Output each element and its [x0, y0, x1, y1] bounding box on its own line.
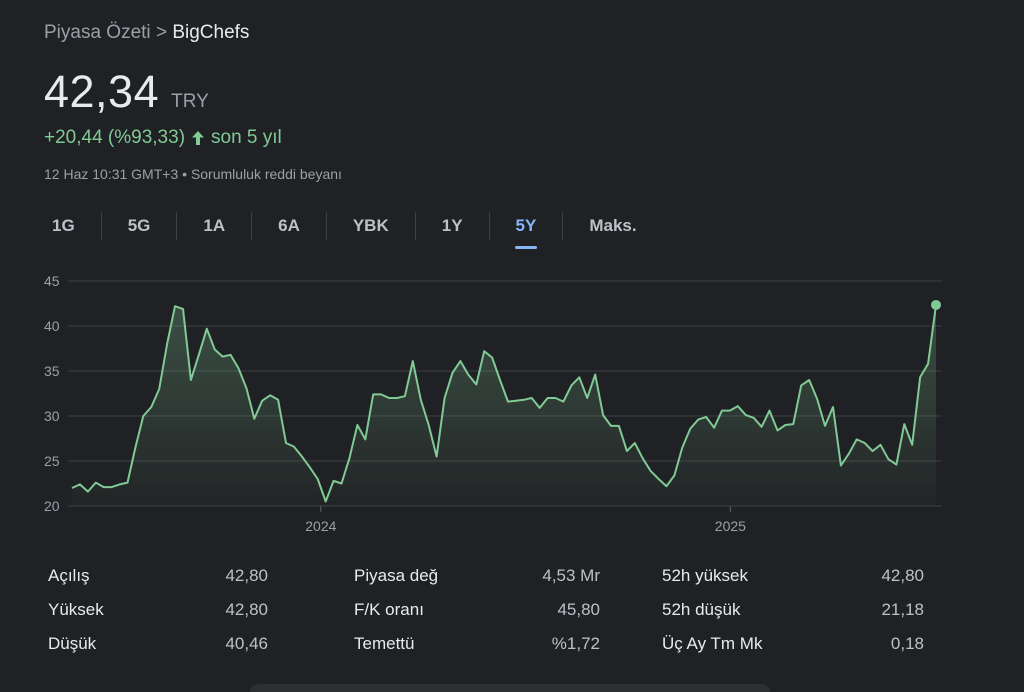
tab-divider: [562, 212, 564, 240]
y-tick-label: 30: [44, 408, 60, 424]
tab-1y[interactable]: 1Y: [441, 216, 463, 235]
price-area-fill: [72, 304, 936, 506]
stat-52w-low: 52h düşük 21,18: [662, 600, 924, 620]
tab-divider: [325, 212, 327, 240]
stat-pe-ratio: F/K oranı 45,80: [354, 600, 600, 620]
breadcrumb-current: BigChefs: [172, 22, 250, 43]
stat-label: Üç Ay Tm Mk: [662, 634, 763, 653]
stat-avg-volume: Üç Ay Tm Mk 0,18: [662, 634, 924, 654]
disclaimer-link[interactable]: Sorumluluk reddi beyanı: [190, 166, 342, 182]
breadcrumb-parent-link[interactable]: Piyasa Özeti: [44, 22, 151, 43]
bullet-separator: •: [182, 166, 188, 182]
tab-6a[interactable]: 6A: [278, 216, 300, 235]
range-tabs: 1G 5G 1A 6A YBK 1Y 5Y Maks.: [38, 210, 651, 249]
tab-divider: [488, 212, 490, 240]
stat-label: Açılış: [48, 566, 90, 585]
tab-divider: [176, 212, 178, 240]
stat-high: Yüksek 42,80: [48, 600, 268, 620]
tab-1a[interactable]: 1A: [203, 216, 226, 235]
breadcrumb-separator: >: [155, 22, 168, 43]
tab-5y[interactable]: 5Y: [502, 210, 551, 249]
last-price-marker: [931, 299, 941, 310]
tab-5g[interactable]: 5G: [127, 216, 151, 235]
stat-value: 40,46: [225, 634, 268, 653]
price-row: 42,34 TRY: [44, 66, 209, 118]
stat-label: Düşük: [48, 634, 97, 653]
stat-value: 0,18: [890, 634, 924, 653]
current-price: 42,34: [44, 66, 160, 117]
stat-label: Piyasa değ: [354, 566, 439, 585]
stat-low: Düşük 40,46: [48, 634, 268, 654]
price-line: [71, 304, 937, 503]
stat-dividend: Temettü %1,72: [354, 634, 600, 654]
y-tick-label: 40: [44, 318, 60, 334]
tab-divider: [414, 212, 416, 240]
stat-value: %1,72: [551, 634, 600, 653]
currency-code: TRY: [171, 91, 209, 112]
stat-market-cap: Piyasa değ 4,53 Mr: [354, 566, 600, 586]
stat-value: 42,80: [225, 566, 268, 585]
y-tick-label: 25: [44, 453, 60, 469]
tab-maks[interactable]: Maks.: [589, 216, 637, 235]
timestamp: 12 Haz 10:31 GMT+3: [44, 166, 179, 182]
change-period: son 5 yıl: [211, 127, 282, 148]
tab-divider: [100, 212, 102, 240]
stat-label: 52h düşük: [662, 600, 741, 619]
stat-value: 45,80: [557, 600, 600, 619]
price-change-row: +20,44 (%93,33) son 5 yıl: [44, 127, 282, 149]
stat-label: Temettü: [354, 634, 415, 653]
stat-open: Açılış 42,80: [48, 566, 268, 586]
bottom-panel-edge: [250, 684, 770, 692]
stat-52w-high: 52h yüksek 42,80: [662, 566, 924, 586]
stat-value: 21,18: [881, 600, 924, 619]
stat-label: Yüksek: [48, 600, 104, 619]
x-tick-label: 2025: [715, 518, 746, 534]
stat-label: 52h yüksek: [662, 566, 748, 585]
tab-divider: [251, 212, 253, 240]
stat-label: F/K oranı: [354, 600, 424, 619]
price-change: +20,44 (%93,33): [44, 127, 186, 148]
stat-value: 4,53 Mr: [542, 566, 600, 585]
timestamp-row: 12 Haz 10:31 GMT+3 • Sorumluluk reddi be…: [44, 166, 342, 182]
x-tick-label: 2024: [305, 518, 336, 534]
tab-ybk[interactable]: YBK: [352, 216, 389, 235]
tab-1g[interactable]: 1G: [52, 216, 75, 235]
stat-value: 42,80: [881, 566, 924, 585]
y-tick-label: 20: [44, 498, 60, 514]
arrow-up-icon: [192, 131, 205, 145]
y-tick-label: 35: [44, 363, 60, 379]
y-tick-label: 45: [44, 273, 60, 289]
stat-value: 42,80: [225, 600, 268, 619]
breadcrumb: Piyasa Özeti > BigChefs: [44, 22, 249, 44]
